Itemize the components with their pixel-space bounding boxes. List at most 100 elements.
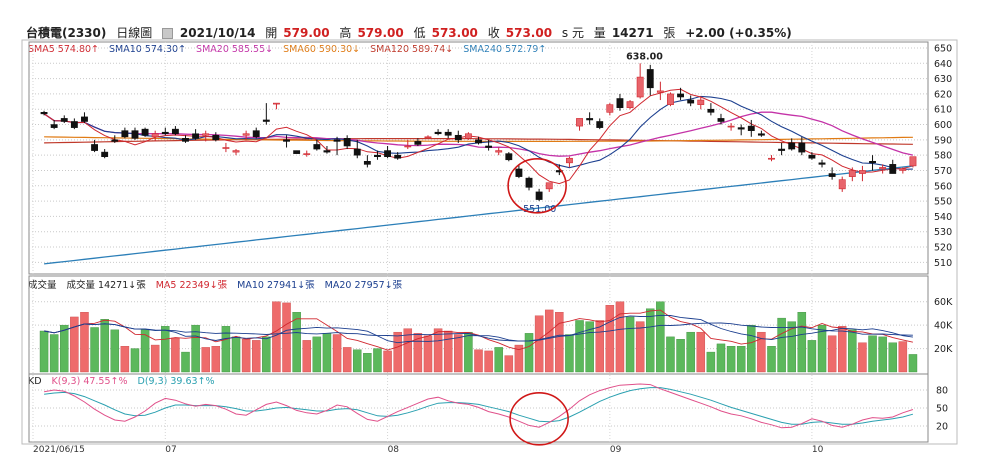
- volume-legend-item: MA10 27941↓張: [237, 280, 315, 291]
- volume-bar: [393, 331, 402, 373]
- chart-type[interactable]: 日線圖: [116, 26, 153, 40]
- candle-body: [121, 130, 129, 138]
- candle-body: [545, 182, 553, 190]
- volume-bar: [908, 354, 918, 373]
- candle-body: [848, 170, 856, 177]
- candle-body: [838, 179, 846, 190]
- candle-body: [131, 130, 139, 139]
- volume-bar: [231, 336, 241, 373]
- panel-frame: [28, 373, 929, 443]
- panel-frame: [28, 41, 929, 275]
- volume-label: 量: [593, 26, 606, 40]
- volume-bar: [342, 347, 352, 373]
- sma20-line: [43, 111, 914, 157]
- volume-unit: 張: [663, 26, 676, 40]
- volume-bar: [413, 333, 423, 373]
- volume-bar: [191, 324, 200, 373]
- candle-body: [727, 125, 735, 128]
- volume-bar: [898, 341, 908, 373]
- volume-bar: [292, 312, 301, 373]
- low-label: 低: [413, 26, 426, 40]
- high-label: 高: [339, 26, 352, 40]
- volume-bar: [757, 331, 766, 373]
- volume-bar: [615, 301, 625, 373]
- close-label: 收: [487, 26, 500, 40]
- candle-body: [515, 168, 523, 177]
- volume-bar: [322, 333, 332, 373]
- volume-bar: [262, 336, 271, 373]
- low-value: 573.00: [431, 26, 478, 40]
- volume-tick-label: 60K: [934, 297, 953, 308]
- volume-bar: [747, 324, 756, 373]
- candle-body: [232, 150, 240, 153]
- price-tick-label: 570: [934, 166, 952, 177]
- volume-bar: [130, 348, 140, 373]
- high-value: 579.00: [357, 26, 404, 40]
- candle-body: [444, 131, 452, 136]
- x-tick-label: 09: [610, 445, 622, 455]
- candle-body: [91, 144, 99, 151]
- candle-body: [60, 118, 68, 122]
- volume-bar: [605, 305, 615, 373]
- price-tick-label: 620: [934, 89, 952, 100]
- volume-bar: [555, 312, 564, 373]
- price-legend-item: SMA5 574.80↑: [28, 44, 99, 55]
- candle-body: [323, 150, 331, 153]
- quote-date: 2021/10/14: [179, 26, 256, 40]
- volume-bar: [726, 346, 736, 373]
- candle-body: [909, 156, 917, 167]
- volume-bar: [625, 316, 635, 373]
- volume-bar: [807, 340, 817, 373]
- candle-body: [242, 133, 250, 136]
- price-tick-label: 640: [934, 59, 952, 70]
- candle-body: [707, 108, 715, 113]
- volume-bar: [817, 324, 827, 373]
- x-tick-label: 07: [165, 445, 176, 455]
- volume-bar: [161, 326, 170, 373]
- volume-bar: [534, 315, 544, 373]
- volume-bar: [464, 331, 473, 373]
- price-legend: SMA5 574.80↑ SMA10 574.30↑ SMA20 585.55↓ SM…: [28, 44, 556, 55]
- volume-bar: [575, 320, 584, 373]
- volume-bar: [211, 346, 221, 373]
- volume-bar: [878, 336, 887, 373]
- sma5-line: [43, 88, 914, 185]
- volume-bar: [433, 328, 443, 373]
- volume-bar: [221, 326, 231, 373]
- volume-value: 14271: [611, 26, 654, 40]
- volume-tick-label: 20K: [934, 344, 953, 355]
- candle-body: [606, 104, 614, 113]
- candle-body: [626, 101, 634, 109]
- volume-bar: [494, 347, 503, 373]
- price-legend-item: SMA240 572.79↑: [463, 44, 547, 55]
- price-legend-item: SMA10 574.30↑: [109, 44, 187, 55]
- candle-body: [434, 131, 442, 135]
- currency: s 元: [561, 26, 584, 40]
- price-tick-label: 550: [934, 197, 952, 208]
- price-legend-item: SMA120 589.74↓: [370, 44, 454, 55]
- volume-bar: [302, 340, 311, 373]
- volume-bar: [565, 334, 574, 373]
- candle-body: [293, 150, 301, 154]
- volume-bar: [716, 343, 726, 373]
- volume-bar: [110, 329, 120, 373]
- price-tick-label: 590: [934, 135, 952, 146]
- candle-body: [414, 141, 422, 145]
- candle-body: [808, 154, 816, 159]
- volume-legend: 成交量 成交量 14271↓張 MA5 22349↓張 MA10 27941↓張 MA2…: [28, 277, 412, 291]
- menu-icon[interactable]: [162, 28, 174, 39]
- volume-bar: [353, 349, 362, 373]
- volume-bar: [514, 344, 524, 373]
- candle-body: [879, 167, 887, 170]
- candle-body: [737, 127, 745, 130]
- price-legend-item: SMA60 590.30↓: [283, 44, 361, 55]
- volume-legend-item: MA5 22349↓張: [155, 280, 228, 291]
- candle-body: [798, 142, 806, 153]
- candle-body: [161, 131, 169, 135]
- volume-bar: [383, 350, 392, 373]
- volume-bar: [827, 335, 837, 373]
- volume-legend-item: 成交量: [28, 280, 57, 291]
- change-value: +2.00 (+0.35%): [685, 26, 792, 40]
